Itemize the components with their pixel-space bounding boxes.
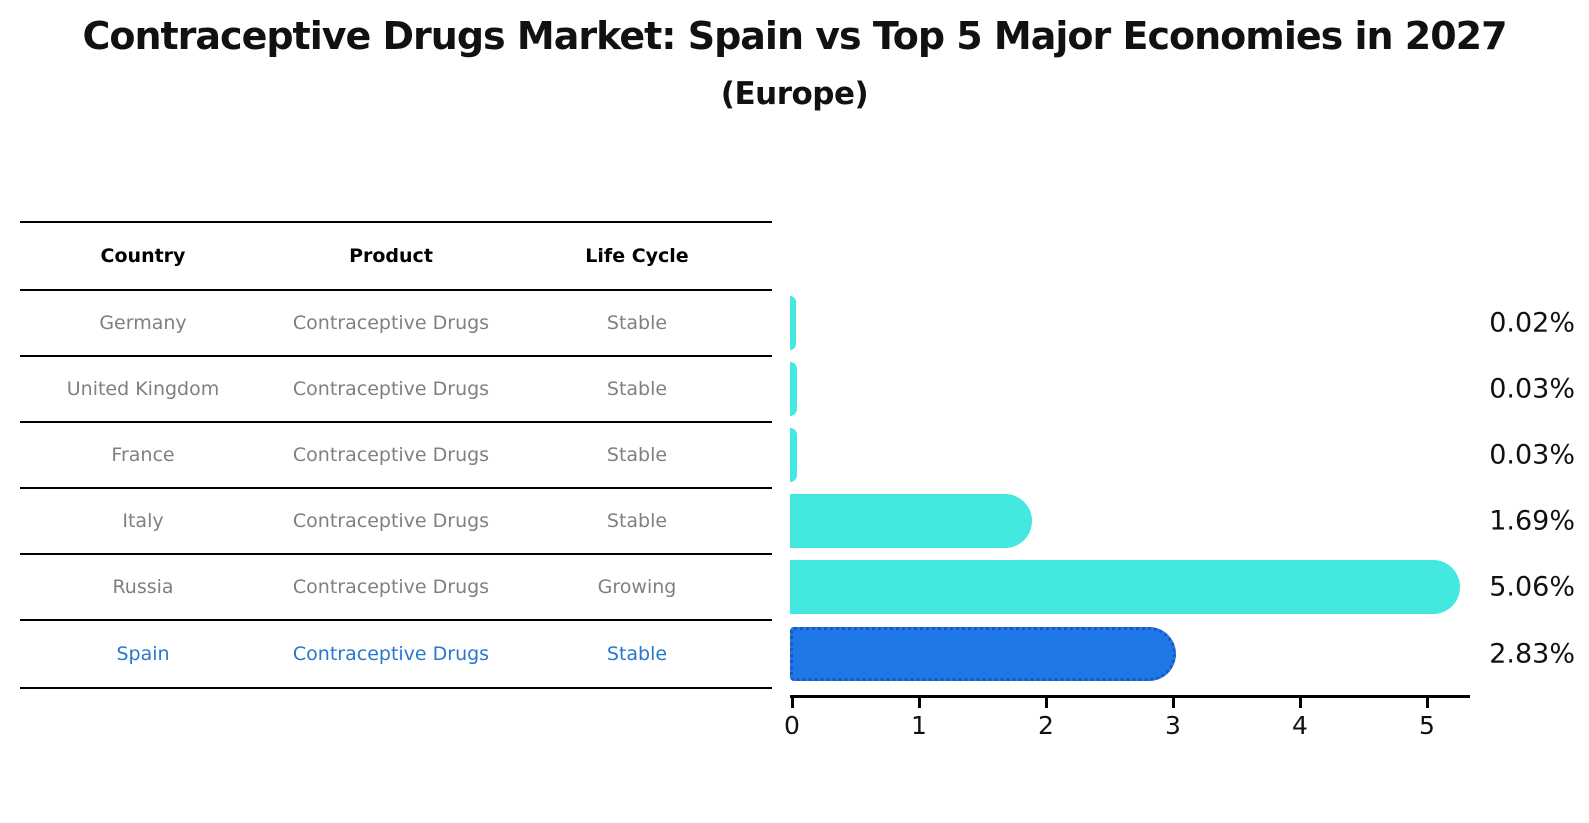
table-header-country: Country [100, 245, 186, 267]
x-axis-tick-label: 2 [1038, 711, 1054, 740]
x-axis-tick [791, 698, 794, 708]
bar-value-label: 0.03% [1489, 439, 1575, 471]
table-cell-product: Contraceptive Drugs [292, 576, 490, 598]
table-cell-country: Italy [122, 510, 164, 532]
x-axis-tick [1045, 698, 1048, 708]
table-cell-product: Contraceptive Drugs [292, 444, 490, 466]
x-axis-tick [1299, 698, 1302, 708]
bar-united-kingdom [790, 362, 797, 416]
table-cell-product: Contraceptive Drugs [292, 378, 490, 400]
bar-value-label: 0.03% [1489, 373, 1575, 405]
bar-russia [790, 560, 1460, 614]
table-cell-country: Germany [99, 312, 187, 334]
table-cell-life_cycle: Stable [606, 510, 668, 532]
table-cell-product: Contraceptive Drugs [292, 643, 490, 665]
x-axis-tick-label: 3 [1165, 711, 1181, 740]
table-separator-line [20, 553, 772, 555]
table-cell-country: Russia [112, 576, 174, 598]
bar-value-label: 1.69% [1489, 505, 1575, 537]
table-cell-life_cycle: Stable [606, 643, 668, 665]
x-axis-tick-label: 0 [784, 711, 800, 740]
table-header-product: Product [349, 245, 433, 267]
chart-subtitle: (Europe) [720, 76, 869, 112]
bar-germany [790, 296, 796, 350]
table-separator-line [20, 355, 772, 357]
table-cell-country: United Kingdom [66, 378, 220, 400]
table-cell-product: Contraceptive Drugs [292, 510, 490, 532]
table-cell-product: Contraceptive Drugs [292, 312, 490, 334]
x-axis-tick [1172, 698, 1175, 708]
x-axis-tick-label: 4 [1292, 711, 1308, 740]
table-cell-country: France [111, 444, 175, 466]
bar-value-label: 0.02% [1489, 307, 1575, 339]
bar-spain [790, 627, 1177, 681]
x-axis-line [790, 695, 1470, 698]
chart-title: Contraceptive Drugs Market: Spain vs Top… [82, 14, 1507, 58]
x-axis-tick-label: 5 [1419, 711, 1435, 740]
bar-value-label: 5.06% [1489, 571, 1575, 603]
table-separator-line [20, 687, 772, 689]
table-separator-line [20, 619, 772, 621]
table-cell-life_cycle: Stable [606, 312, 668, 334]
bar-value-label: 2.83% [1489, 638, 1575, 670]
table-separator-line [20, 487, 772, 489]
table-cell-life_cycle: Growing [597, 576, 677, 598]
table-separator-line [20, 289, 772, 291]
bar-france [790, 428, 797, 482]
table-cell-life_cycle: Stable [606, 378, 668, 400]
table-cell-country: Spain [116, 643, 170, 665]
table-separator-line [20, 421, 772, 423]
x-axis-tick [1426, 698, 1429, 708]
x-axis-tick-label: 1 [911, 711, 927, 740]
x-axis-tick [918, 698, 921, 708]
table-cell-life_cycle: Stable [606, 444, 668, 466]
table-separator-line [20, 221, 772, 223]
table-header-life-cycle: Life Cycle [585, 245, 689, 267]
bar-italy [790, 494, 1032, 548]
